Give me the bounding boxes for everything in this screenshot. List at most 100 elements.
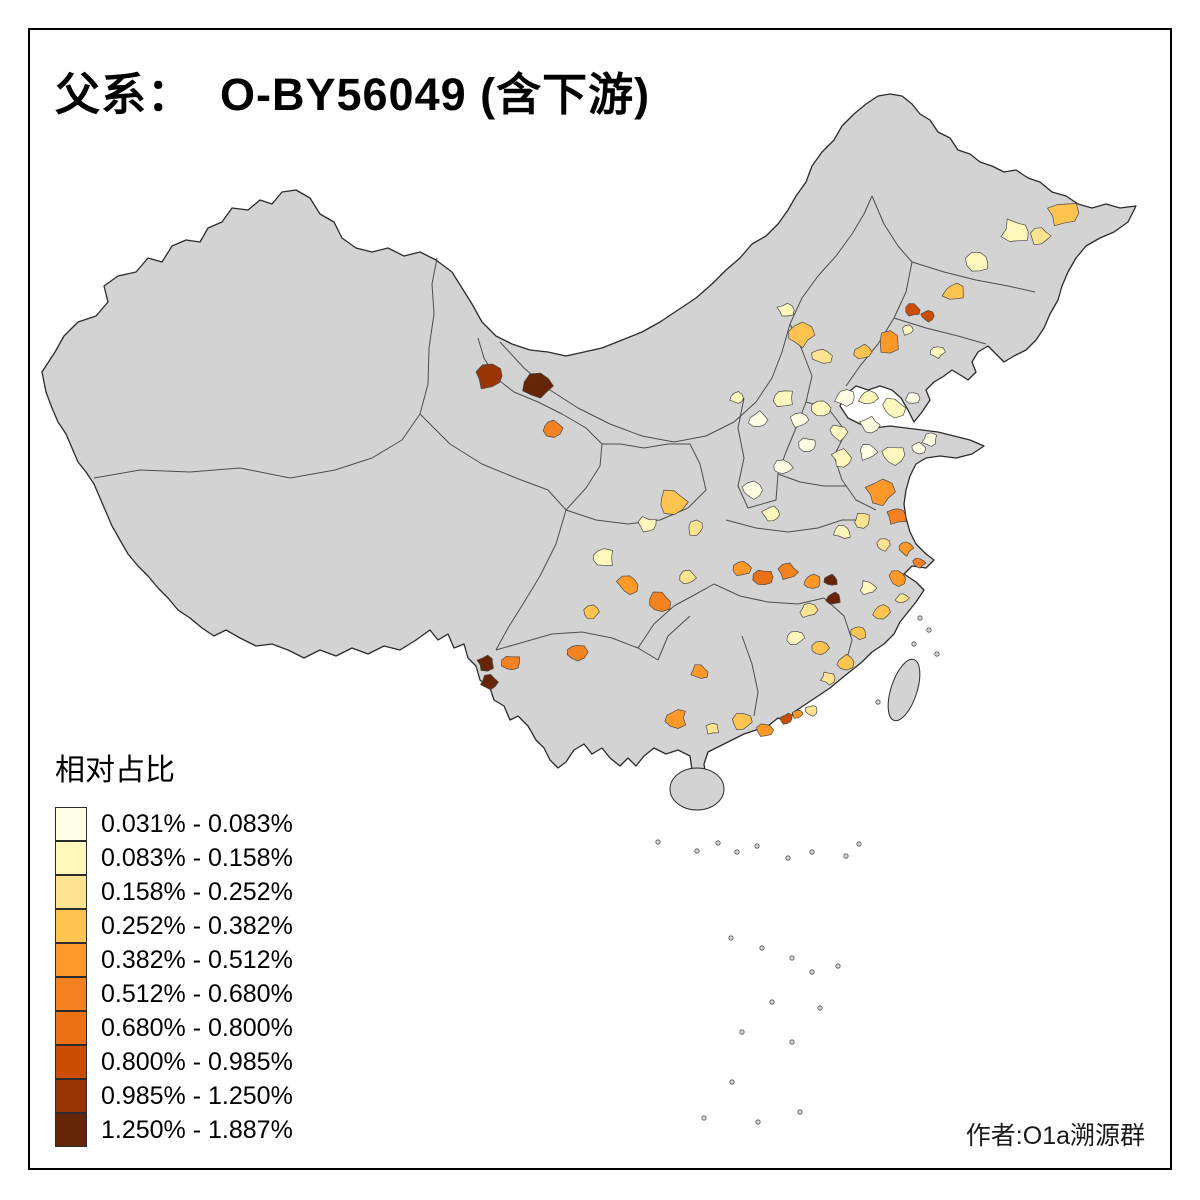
prefecture-region [894, 593, 910, 603]
prefecture-region [637, 516, 657, 533]
prefecture-region [859, 444, 879, 461]
small-island [917, 615, 923, 621]
prefecture-region [732, 713, 753, 731]
prefecture-region [732, 560, 752, 577]
prefecture-region [872, 604, 891, 620]
prefecture-region [1030, 227, 1052, 246]
prefecture-region [920, 310, 935, 323]
prefecture-region [898, 541, 915, 557]
prefecture-region [690, 664, 709, 679]
small-island [789, 1039, 795, 1045]
prefecture-region [1000, 218, 1029, 242]
legend-item: 1.250% - 1.887% [55, 1113, 293, 1147]
small-island [739, 1029, 745, 1035]
legend-swatch [55, 807, 87, 841]
prefecture-region [929, 346, 946, 359]
islands [655, 615, 940, 1125]
prefecture-region [501, 655, 520, 671]
prefecture-region [811, 349, 833, 364]
prefecture-region [820, 671, 836, 686]
small-island [797, 1109, 803, 1115]
small-island [701, 1115, 707, 1121]
legend-item: 0.985% - 1.250% [55, 1079, 293, 1113]
prefecture-region [859, 580, 878, 596]
prefecture-region [777, 562, 799, 580]
legend-item: 0.031% - 0.083% [55, 807, 293, 841]
small-island [809, 849, 815, 855]
legend-item: 0.382% - 0.512% [55, 943, 293, 977]
prefecture-region [921, 432, 938, 447]
prefecture-region [776, 302, 795, 317]
small-island [769, 999, 775, 1005]
small-island [835, 963, 841, 969]
prefecture-region [825, 591, 841, 605]
prefecture-region [804, 705, 818, 717]
legend-bin-label: 0.512% - 0.680% [101, 980, 293, 1008]
legend: 相对占比 0.031% - 0.083% 0.083% - 0.158% 0.158… [55, 745, 293, 1147]
prefecture-region [476, 654, 494, 672]
legend-swatch [55, 1011, 87, 1045]
legend-bin-label: 0.680% - 0.800% [101, 1014, 293, 1042]
prefecture-region [836, 653, 855, 671]
prefecture-region [748, 410, 769, 427]
hainan-island [669, 767, 725, 811]
legend-item: 0.083% - 0.158% [55, 841, 293, 875]
prefecture-region [705, 723, 720, 735]
prefecture-region [660, 489, 689, 515]
small-island [843, 853, 849, 859]
prefecture-region [688, 519, 703, 536]
legend-swatch [55, 943, 87, 977]
taiwan-island [887, 658, 921, 722]
prefecture-region [830, 448, 853, 468]
figure-title: 父系： O-BY56049 (含下游) [55, 69, 651, 120]
legend-swatch [55, 909, 87, 943]
prefecture-region [566, 644, 589, 662]
attribution: 作者:O1a溯源群 [965, 1122, 1145, 1150]
prefecture-region [475, 363, 503, 390]
legend-item: 0.800% - 0.985% [55, 1045, 293, 1079]
prefecture-region [882, 397, 907, 419]
prefecture-region [905, 303, 921, 317]
small-island [694, 848, 700, 854]
small-island [785, 855, 791, 861]
legend-swatch [55, 977, 87, 1011]
legend-item: 0.158% - 0.252% [55, 875, 293, 909]
small-island [754, 843, 760, 849]
small-island [817, 1005, 823, 1011]
prefecture-region [823, 573, 838, 586]
prefecture-region [786, 630, 806, 645]
prefecture-region [829, 424, 849, 442]
prefecture-region [773, 459, 794, 474]
legend-bin-label: 0.158% - 0.252% [101, 878, 293, 906]
prefecture-region [789, 412, 810, 428]
small-island [789, 955, 795, 961]
small-island [728, 935, 734, 941]
prefecture-region [888, 570, 906, 587]
legend-bin-label: 0.083% - 0.158% [101, 844, 293, 872]
prefecture-region [788, 321, 816, 349]
prefecture-region [833, 524, 851, 539]
small-island [856, 841, 862, 847]
prefecture-region [905, 392, 921, 404]
legend-items: 0.031% - 0.083% 0.083% - 0.158% 0.158% - 0… [55, 807, 293, 1147]
legend-item: 0.512% - 0.680% [55, 977, 293, 1011]
prefecture-region [791, 709, 804, 719]
colored-prefecture-regions [475, 203, 1080, 737]
prefecture-region [859, 415, 881, 434]
prefecture-region [756, 723, 775, 737]
prefecture-region [879, 330, 899, 354]
prefecture-region [912, 557, 927, 569]
legend-swatch [55, 841, 87, 875]
prefecture-region [583, 604, 600, 620]
prefecture-region [834, 389, 855, 407]
legend-title: 相对占比 [55, 754, 175, 787]
small-island [759, 945, 765, 951]
prefecture-region [741, 480, 763, 500]
legend-item: 0.680% - 0.800% [55, 1011, 293, 1045]
prefecture-region [592, 548, 613, 566]
prefecture-region [616, 575, 639, 596]
prefecture-region [850, 626, 866, 641]
prefecture-region [965, 251, 988, 272]
